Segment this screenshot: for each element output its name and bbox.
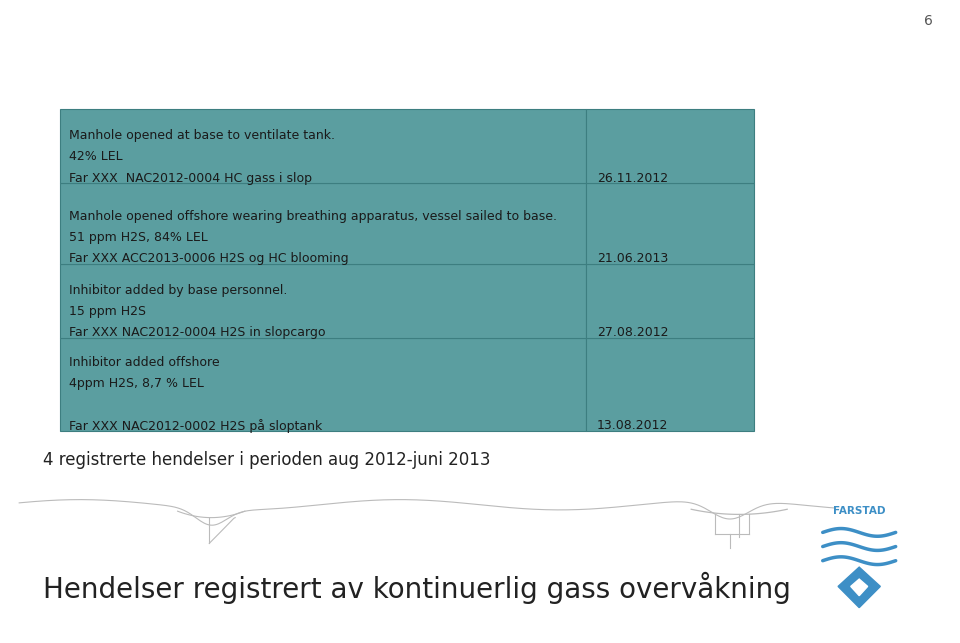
Text: 51 ppm H2S, 84% LEL: 51 ppm H2S, 84% LEL <box>69 231 208 244</box>
Text: 26.11.2012: 26.11.2012 <box>597 172 668 185</box>
FancyBboxPatch shape <box>586 338 754 431</box>
Polygon shape <box>838 567 880 608</box>
FancyBboxPatch shape <box>586 264 754 338</box>
Text: 15 ppm H2S: 15 ppm H2S <box>69 305 146 318</box>
Text: Manhole opened at base to ventilate tank.: Manhole opened at base to ventilate tank… <box>69 129 335 142</box>
Text: Far XXX  NAC2012-0004 HC gass i slop: Far XXX NAC2012-0004 HC gass i slop <box>69 172 312 185</box>
FancyBboxPatch shape <box>60 183 586 264</box>
Text: 42% LEL: 42% LEL <box>69 150 123 163</box>
Text: 6: 6 <box>924 14 933 28</box>
FancyBboxPatch shape <box>60 109 586 183</box>
Text: 21.06.2013: 21.06.2013 <box>597 252 668 265</box>
Polygon shape <box>851 579 868 595</box>
Text: FARSTAD: FARSTAD <box>833 506 885 516</box>
Text: Far XXX ACC2013-0006 H2S og HC blooming: Far XXX ACC2013-0006 H2S og HC blooming <box>69 252 348 265</box>
Text: 13.08.2012: 13.08.2012 <box>597 419 668 432</box>
Text: Manhole opened offshore wearing breathing apparatus, vessel sailed to base.: Manhole opened offshore wearing breathin… <box>69 210 557 222</box>
FancyBboxPatch shape <box>60 338 586 431</box>
Text: 4 registrerte hendelser i perioden aug 2012-juni 2013: 4 registrerte hendelser i perioden aug 2… <box>43 451 491 469</box>
Text: 4ppm H2S, 8,7 % LEL: 4ppm H2S, 8,7 % LEL <box>69 377 204 390</box>
FancyBboxPatch shape <box>586 183 754 264</box>
Text: Far XXX NAC2012-0002 H2S på sloptank: Far XXX NAC2012-0002 H2S på sloptank <box>69 419 323 433</box>
Text: Inhibitor added by base personnel.: Inhibitor added by base personnel. <box>69 284 287 296</box>
Text: Inhibitor added offshore: Inhibitor added offshore <box>69 356 220 368</box>
Text: 27.08.2012: 27.08.2012 <box>597 326 668 339</box>
Text: Hendelser registrert av kontinuerlig gass overvåkning: Hendelser registrert av kontinuerlig gas… <box>43 572 791 604</box>
Text: Far XXX NAC2012-0004 H2S in slopcargo: Far XXX NAC2012-0004 H2S in slopcargo <box>69 326 325 339</box>
FancyBboxPatch shape <box>60 264 586 338</box>
FancyBboxPatch shape <box>586 109 754 183</box>
